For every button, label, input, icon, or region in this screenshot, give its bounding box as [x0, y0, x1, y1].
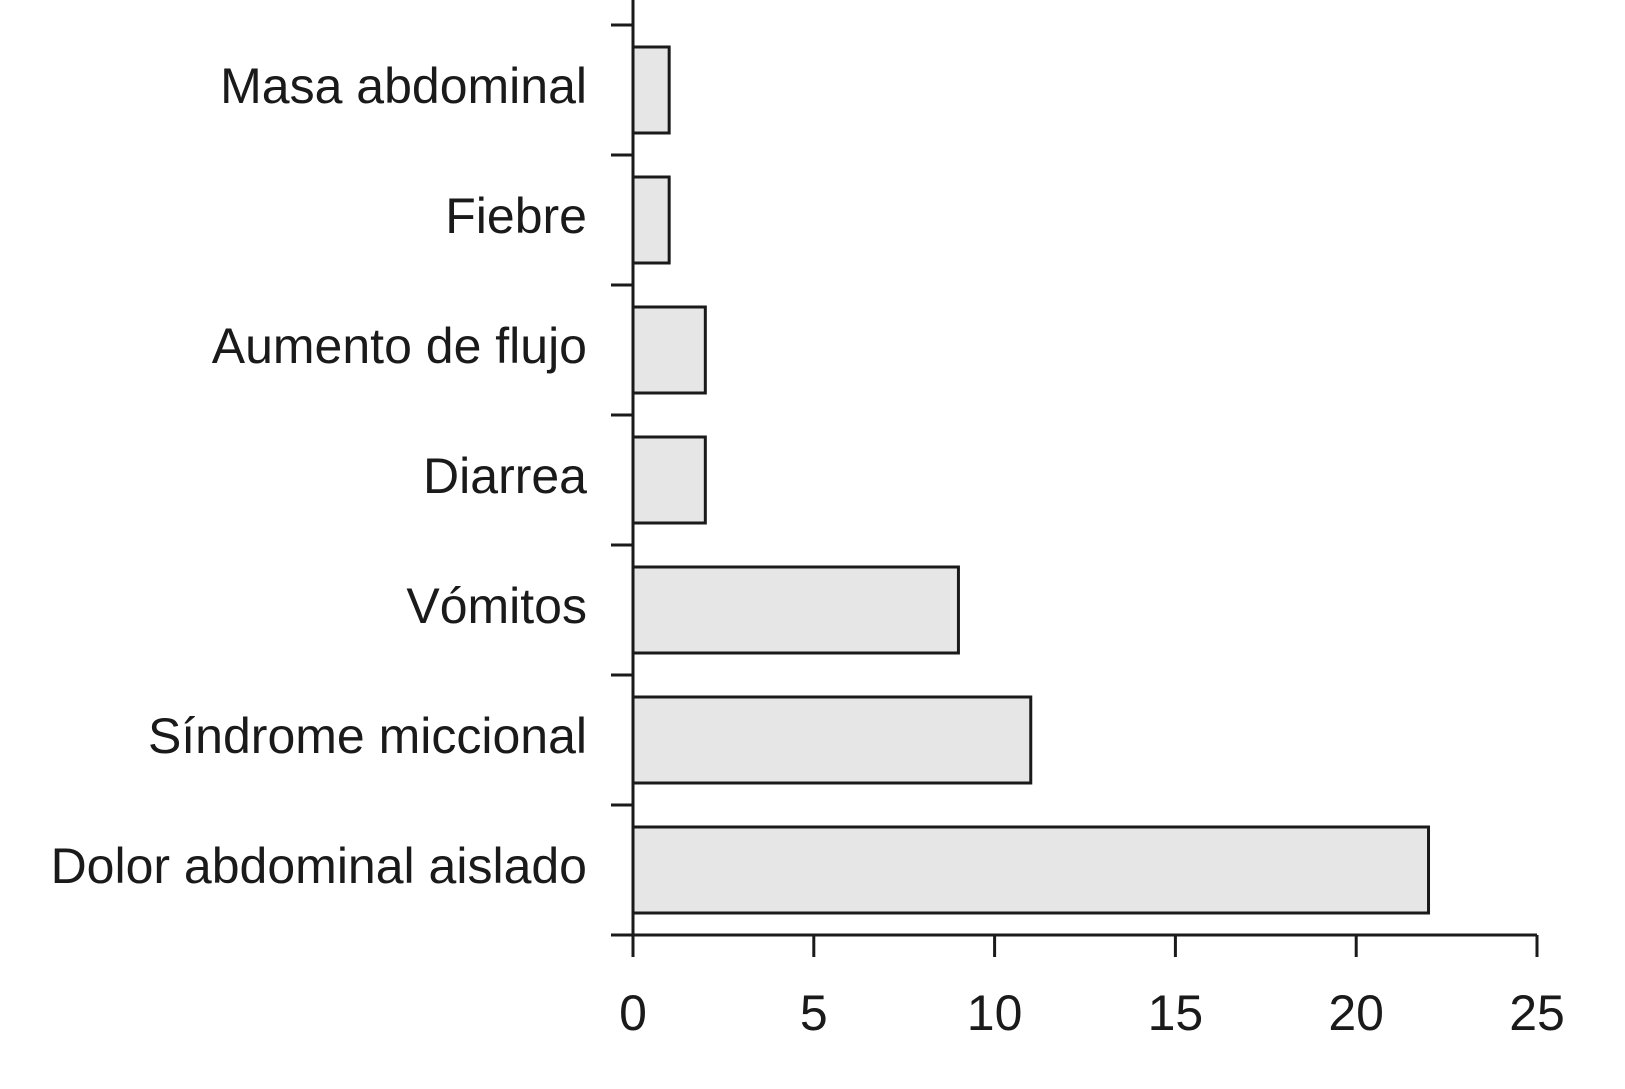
bar — [631, 435, 707, 525]
y-tick-label: Dolor abdominal aislado — [51, 838, 587, 894]
x-tick-label: 25 — [1509, 985, 1565, 1041]
x-tick-label: 15 — [1148, 985, 1204, 1041]
bar — [631, 825, 1431, 915]
y-tick-label: Fiebre — [445, 188, 587, 244]
x-tick-label: 20 — [1328, 985, 1384, 1041]
bar — [631, 695, 1033, 785]
y-tick-label: Masa abdominal — [220, 58, 587, 114]
x-tick-label: 10 — [967, 985, 1023, 1041]
y-tick-label: Diarrea — [423, 448, 587, 504]
x-tick-label: 0 — [619, 985, 647, 1041]
bar — [631, 45, 671, 135]
y-tick-label: Aumento de flujo — [212, 318, 587, 374]
y-tick-label: Síndrome miccional — [148, 708, 587, 764]
x-tick-label: 5 — [800, 985, 828, 1041]
y-tick-label: Vómitos — [406, 578, 587, 634]
bar — [631, 565, 960, 655]
bar — [631, 305, 707, 395]
bar — [631, 175, 671, 265]
